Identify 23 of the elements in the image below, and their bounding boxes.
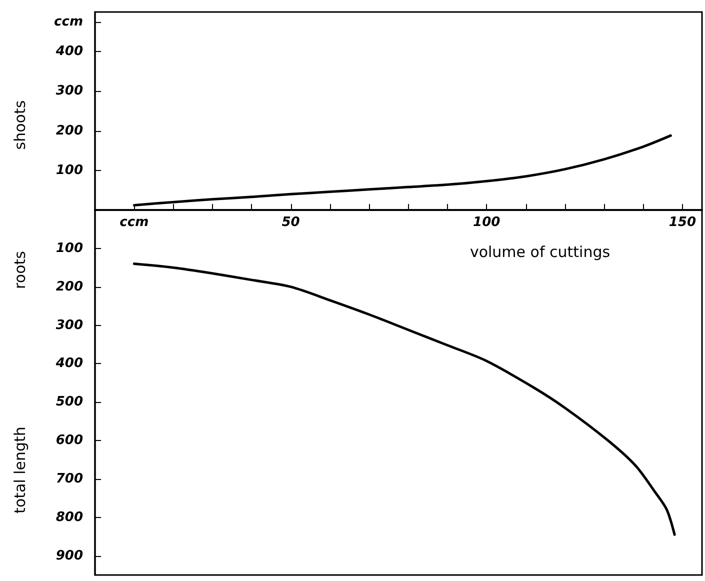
y-axis-title: roots bbox=[11, 250, 29, 289]
x-tick-label: 150 bbox=[668, 215, 696, 230]
x-axis-title: volume of cuttings bbox=[470, 243, 610, 261]
y-tick-label: 300 bbox=[56, 84, 83, 99]
text: total length bbox=[11, 426, 29, 514]
y-tick-label: 400 bbox=[54, 44, 83, 60]
line-series bbox=[132, 262, 676, 536]
y-tick-label: 600 bbox=[56, 433, 83, 448]
y-tick-label: 100 bbox=[56, 240, 83, 256]
y-tick-label: 800 bbox=[56, 510, 83, 525]
y-tick-label: 400 bbox=[54, 356, 83, 372]
y-tick-label: 100 bbox=[56, 162, 83, 178]
x-tick-label: 50 bbox=[282, 215, 300, 230]
y-tick-label: 700 bbox=[56, 471, 83, 486]
y-tick-label: 200 bbox=[56, 279, 83, 294]
y-tick-label: 200 bbox=[56, 123, 83, 138]
y-tick-label: 300 bbox=[56, 318, 83, 333]
y-tick-label: 500 bbox=[56, 394, 83, 410]
x-tick-label: ccm bbox=[120, 215, 149, 230]
y-axis-title: shoots bbox=[11, 100, 29, 150]
x-tick-label: 100 bbox=[473, 215, 500, 230]
y-tick-label: 900 bbox=[56, 548, 83, 564]
y-tick-label: ccm bbox=[54, 14, 83, 30]
